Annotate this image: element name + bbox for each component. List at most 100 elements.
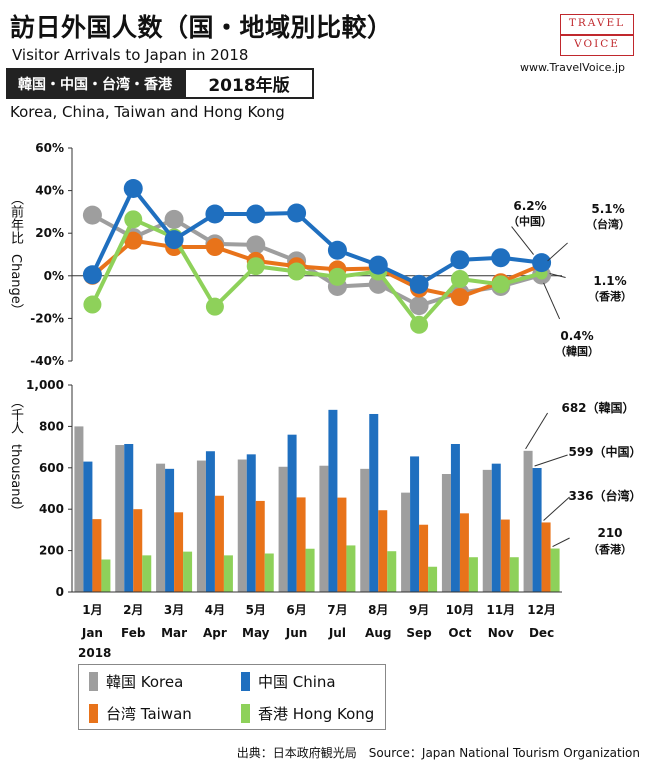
bar-china xyxy=(328,409,338,592)
legend-label-korea: 韓国 Korea xyxy=(106,673,184,691)
line-point-korea xyxy=(246,235,266,255)
line-point-hongkong xyxy=(328,267,347,286)
logo-text-voice: VOICE xyxy=(574,38,620,50)
legend-swatch-korea xyxy=(89,672,98,691)
bar-annot-hongkong-label: （香港） xyxy=(588,542,632,556)
line-point-china xyxy=(205,204,225,224)
chart-subtitle-en: Visitor Arrivals to Japan in 2018 xyxy=(12,46,249,64)
bar-taiwan xyxy=(541,522,551,592)
bar-chart-ylabel: （千人 thousand） xyxy=(6,395,25,545)
bar-hongkong xyxy=(142,555,152,592)
x-tick-label-en: Jan xyxy=(81,626,103,640)
bar-korea xyxy=(482,469,492,592)
x-tick-label-ja: 2月 xyxy=(123,603,143,617)
bar-hongkong xyxy=(509,557,519,592)
annot-label-china: （中国） xyxy=(508,214,552,228)
annot-leader-taiwan xyxy=(547,242,568,262)
x-tick-label-en: May xyxy=(242,626,270,640)
line-point-china xyxy=(287,203,307,223)
x-tick-label-en: Nov xyxy=(488,626,514,640)
x-tick-label-en: Jul xyxy=(328,626,346,640)
x-tick-label-ja: 10月 xyxy=(446,603,475,617)
bar-korea xyxy=(237,459,247,592)
bar-taiwan xyxy=(174,512,184,592)
annot-value-hongkong: 1.1% xyxy=(593,274,626,288)
annot-value-korea: 0.4% xyxy=(560,329,593,343)
line-point-korea xyxy=(164,209,184,229)
bar-ylabel-ja: （千人 xyxy=(8,395,23,434)
x-tick-label-ja: 12月 xyxy=(527,603,556,617)
legend-swatch-taiwan xyxy=(89,704,98,723)
bar-hongkong xyxy=(550,548,560,592)
line-point-hongkong xyxy=(205,297,224,316)
line-point-hongkong xyxy=(124,210,143,229)
regions-subtitle: Korea, China, Taiwan and Hong Kong xyxy=(10,103,285,121)
line-point-taiwan xyxy=(205,238,224,257)
x-tick-label-ja: 8月 xyxy=(368,603,388,617)
x-tick-label-en: Feb xyxy=(121,626,146,640)
bar-taiwan xyxy=(133,509,143,592)
bar-hongkong xyxy=(101,559,111,592)
line-ytick-label: -20% xyxy=(30,311,64,325)
bar-taiwan xyxy=(419,524,429,592)
bar-taiwan xyxy=(337,497,347,592)
line-ylabel-ja: （前年比 xyxy=(8,192,23,244)
bar-hongkong xyxy=(468,557,478,592)
bar-china xyxy=(124,443,134,592)
annot-value-taiwan: 5.1% xyxy=(591,202,624,216)
x-tick-label-ja: 9月 xyxy=(409,603,429,617)
x-tick-label-en: Apr xyxy=(203,626,227,640)
line-point-hongkong xyxy=(491,275,510,294)
line-ytick-label: 60% xyxy=(35,141,64,155)
bar-korea xyxy=(319,465,329,592)
travelvoice-logo: TRAVEL VOICE xyxy=(560,14,634,56)
line-point-china xyxy=(246,204,266,224)
annot-value-china: 6.2% xyxy=(513,199,546,213)
line-point-taiwan xyxy=(124,231,143,250)
line-point-china xyxy=(327,240,347,260)
bar-hongkong xyxy=(223,555,233,592)
bar-china xyxy=(369,413,379,592)
legend-item-china: 中国 China xyxy=(241,671,336,692)
year-tag: 2018年版 xyxy=(186,70,312,97)
line-point-china xyxy=(532,253,552,273)
line-point-hongkong xyxy=(287,262,306,281)
x-tick-label-ja: 11月 xyxy=(486,603,515,617)
line-point-taiwan xyxy=(450,288,469,307)
bar-annot-china: 599（中国） xyxy=(568,444,641,459)
bar-korea xyxy=(401,492,411,592)
bar-annot-korea: 682（韓国） xyxy=(561,400,634,415)
x-tick-label-en: Mar xyxy=(161,626,187,640)
bar-china xyxy=(83,461,93,592)
line-ytick-label: 20% xyxy=(35,226,64,240)
x-tick-label-ja: 5月 xyxy=(246,603,266,617)
bar-taiwan xyxy=(255,500,265,592)
bar-korea xyxy=(523,450,533,592)
bar-taiwan xyxy=(92,519,102,592)
bar-taiwan xyxy=(296,497,306,592)
bar-china xyxy=(287,434,297,592)
x-tick-label-ja: 3月 xyxy=(164,603,184,617)
bar-china xyxy=(205,451,215,592)
line-point-hongkong xyxy=(246,257,265,276)
x-tick-label-en: Sep xyxy=(406,626,432,640)
line-ylabel-en: Change） xyxy=(8,254,23,317)
bar-china xyxy=(246,454,256,592)
bar-korea xyxy=(441,474,451,592)
bar-taiwan xyxy=(500,519,510,592)
annot-leader-korea xyxy=(543,282,561,320)
bar-annot-leader-taiwan xyxy=(543,496,570,521)
bar-china xyxy=(410,456,420,592)
line-point-china xyxy=(491,248,511,268)
legend-label-hongkong: 香港 Hong Kong xyxy=(258,705,375,723)
line-point-hongkong xyxy=(83,295,102,314)
bar-ytick-label: 0 xyxy=(56,585,64,599)
legend-label-taiwan: 台湾 Taiwan xyxy=(106,705,192,723)
bar-korea xyxy=(156,463,166,592)
bar-china xyxy=(532,468,542,592)
legend-swatch-hongkong xyxy=(241,704,250,723)
bar-ytick-label: 400 xyxy=(39,502,64,516)
x-tick-label-ja: 7月 xyxy=(327,603,347,617)
x-tick-label-ja: 1月 xyxy=(82,603,102,617)
